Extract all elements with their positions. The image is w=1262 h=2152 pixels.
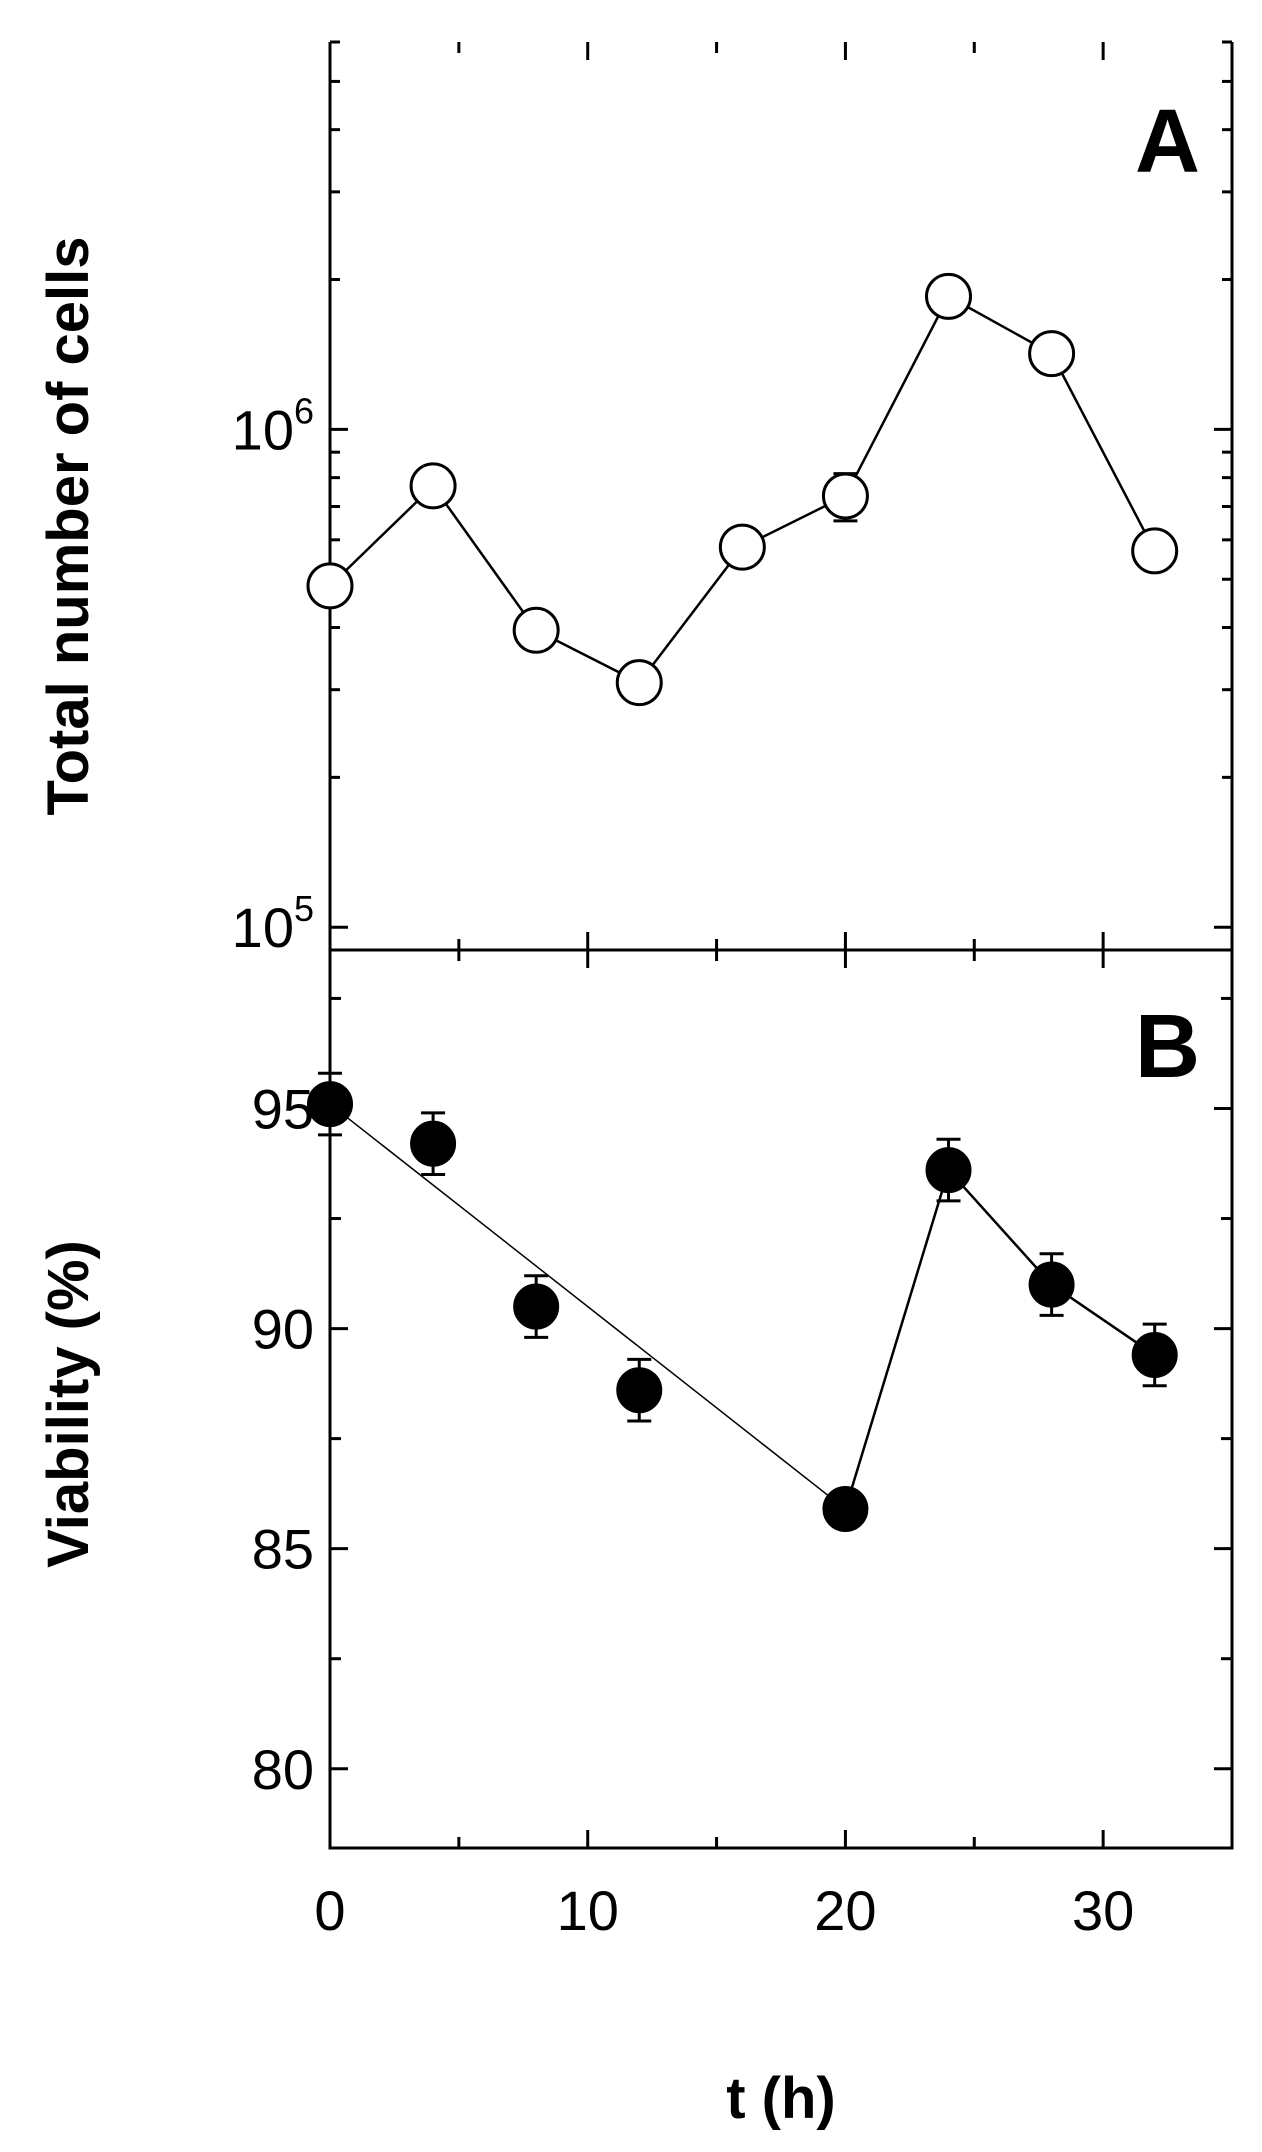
data-point-b <box>513 1283 560 1330</box>
panel-label-b: B <box>1135 997 1200 1097</box>
y-tick-label-a-base: 10 <box>232 896 294 959</box>
data-point-a <box>1028 330 1076 378</box>
y-tick-label-b: 85 <box>252 1518 314 1581</box>
data-point-a <box>615 659 663 707</box>
y-tick-label-a-exponent: 6 <box>294 390 314 431</box>
y-tick-label-a: 105 <box>232 888 314 959</box>
y-tick-label-b: 80 <box>252 1738 314 1801</box>
data-point-b <box>1028 1261 1075 1308</box>
y-tick-label-a: 106 <box>232 390 314 461</box>
y-axis-label-b: Viability (%) <box>36 1240 101 1568</box>
trend-line-b <box>329 1103 846 1510</box>
data-point-b <box>822 1486 869 1533</box>
data-point-a <box>821 472 869 520</box>
data-point-a <box>925 272 973 320</box>
x-tick-label: 0 <box>314 1879 345 1942</box>
x-tick-label: 30 <box>1072 1879 1134 1942</box>
data-point-a <box>409 462 457 510</box>
data-point-a <box>306 562 354 610</box>
data-point-b <box>1131 1331 1178 1378</box>
data-point-b <box>307 1081 353 1128</box>
plot-frame <box>328 42 1234 1850</box>
data-point-a <box>1131 527 1179 575</box>
data-point-a <box>512 606 560 654</box>
x-tick-label: 10 <box>557 1879 619 1942</box>
data-point-b <box>410 1120 457 1167</box>
y-tick-label-b: 95 <box>252 1077 314 1140</box>
data-point-a <box>718 523 766 571</box>
y-tick-label-a-base: 10 <box>232 398 294 461</box>
y-tick-label-a-exponent: 5 <box>294 888 314 929</box>
y-tick-label-b: 90 <box>252 1298 314 1361</box>
x-tick-label: 20 <box>814 1879 876 1942</box>
data-point-b <box>925 1147 972 1194</box>
data-point-b <box>616 1367 663 1414</box>
x-axis-label: t (h) <box>726 2066 836 2131</box>
y-axis-label-a: Total number of cells <box>36 236 101 815</box>
series-line-b <box>844 1167 1156 1510</box>
panel-label-a: A <box>1135 92 1200 192</box>
